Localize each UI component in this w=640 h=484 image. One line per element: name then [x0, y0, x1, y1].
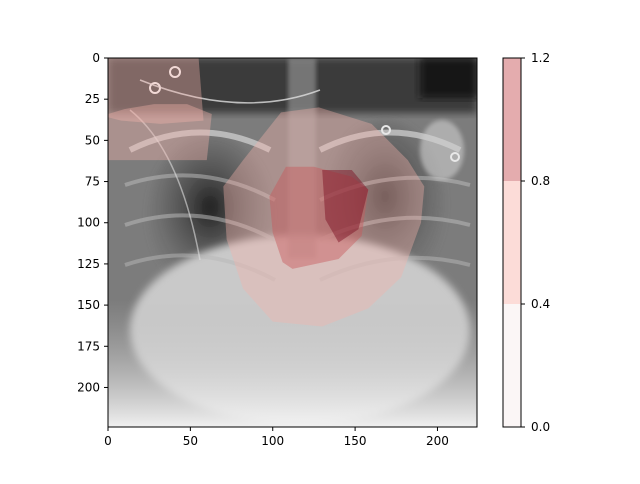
overlay-region-1 [108, 58, 204, 124]
x-tick-label: 0 [104, 434, 112, 448]
colorbar-tick-label: 0.4 [531, 297, 550, 311]
colorbar-tick-label: 0.0 [531, 420, 550, 434]
y-tick-label: 100 [77, 216, 100, 230]
overlay-region-4 [322, 170, 369, 243]
y-tick-label: 25 [85, 92, 100, 106]
x-tick-label: 50 [183, 434, 198, 448]
overlay-region-2 [223, 107, 425, 327]
y-tick-label: 0 [92, 51, 100, 65]
colorbar-frame [502, 57, 522, 428]
y-tick-label: 50 [85, 133, 100, 147]
colorbar-tick-label: 1.2 [531, 51, 550, 65]
heatmap-overlay [108, 58, 425, 327]
y-axis: 0 25 50 75 100 125 150 175 200 [77, 51, 108, 394]
y-tick-label: 175 [77, 339, 100, 353]
x-tick-label: 200 [426, 434, 449, 448]
colorbar-band-2 [503, 58, 521, 181]
colorbar-band-0 [503, 304, 521, 427]
colorbar-tick-label: 0.8 [531, 174, 550, 188]
plot-frame [107, 57, 478, 428]
colorbar-band-1 [503, 181, 521, 304]
xray-image [108, 58, 477, 427]
overlay-region-3 [269, 166, 369, 269]
y-tick-label: 75 [85, 175, 100, 189]
x-tick-label: 100 [261, 434, 284, 448]
overlay-region-0 [108, 104, 212, 161]
colorbar: 0.0 0.4 0.8 1.2 [502, 51, 550, 434]
y-tick-label: 150 [77, 298, 100, 312]
y-tick-label: 125 [77, 257, 100, 271]
x-tick-label: 150 [344, 434, 367, 448]
x-axis: 0 50 100 150 200 [104, 427, 449, 448]
y-tick-label: 200 [77, 380, 100, 394]
